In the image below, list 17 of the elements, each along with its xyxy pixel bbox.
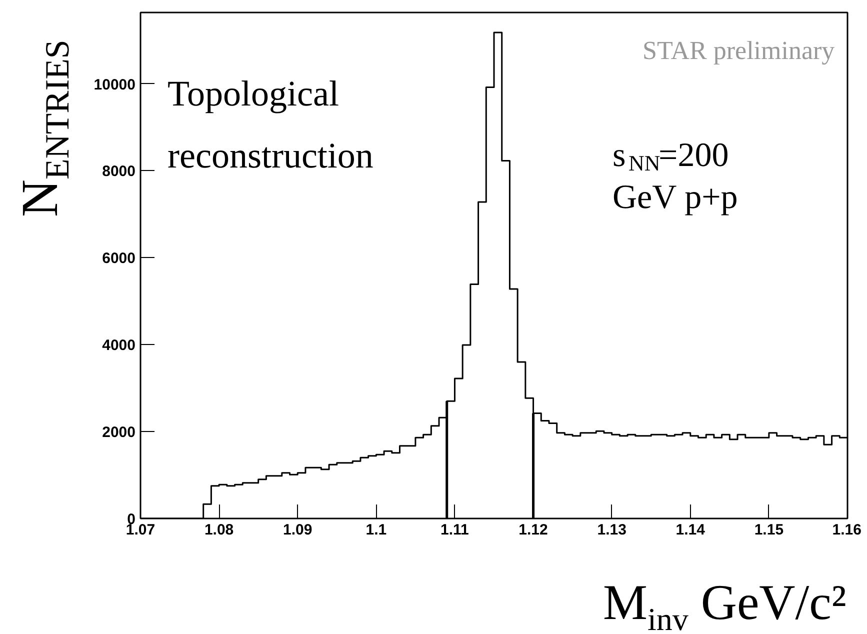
x-axis-title: M$_{inv}$ GeV/c²: [603, 574, 846, 634]
x-tick-label: 1.13: [597, 522, 626, 538]
y-tick-label: 6000: [102, 250, 136, 268]
x-tick-label: 1.14: [676, 522, 706, 538]
x-tick-label: 1.1: [366, 522, 387, 538]
x-tick-label: 1.08: [204, 522, 234, 538]
x-tick-label: 1.09: [283, 522, 312, 538]
x-tick-label: 1.11: [440, 522, 469, 538]
x-tick-label: 1.15: [754, 522, 784, 538]
y-tick-label: 4000: [102, 337, 136, 354]
y-tick-label: 8000: [102, 163, 136, 180]
x-tick-label: 1.12: [518, 522, 548, 538]
annotation: STAR preliminary: [642, 36, 835, 65]
annotation: Topological reconstruction: [168, 74, 374, 176]
x-tick-label: 1.16: [832, 522, 862, 538]
y-tick-label: 2000: [102, 424, 136, 442]
y-tick-label: 10000: [94, 76, 136, 94]
